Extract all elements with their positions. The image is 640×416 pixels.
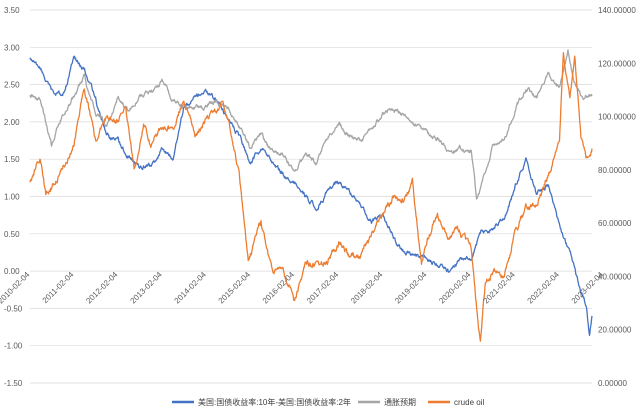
right-tick-label: 120.00000 (598, 59, 636, 68)
series-line-1 (29, 55, 593, 337)
left-tick-label: -1.50 (4, 379, 23, 388)
left-tick-label: 0.00 (4, 267, 20, 276)
left-tick-label: 3.50 (4, 6, 20, 15)
right-tick-label: 0.00000 (598, 379, 627, 388)
left-tick-label: -1.00 (4, 342, 23, 351)
right-tick-label: 80.00000 (598, 166, 632, 175)
left-tick-label: 2.00 (4, 118, 20, 127)
right-tick-label: 100.00000 (598, 113, 636, 122)
left-tick-label: -0.50 (4, 304, 23, 313)
legend-label: 通胀预期 (384, 397, 416, 407)
right-tick-label: 60.00000 (598, 219, 632, 228)
right-axis: 0.00000 20.00000 40.00000 60.00000 80.00000 1… (598, 6, 636, 388)
left-tick-label: 1.50 (4, 155, 20, 164)
series-layer (29, 49, 593, 342)
right-tick-label: 20.00000 (598, 326, 632, 335)
legend-label: 美国:国债收益率:10年-美国:国债收益率:2年 (198, 397, 351, 407)
left-tick-label: 2.50 (4, 81, 20, 90)
legend: 美国:国债收益率:10年-美国:国债收益率:2年 通胀预期 crude oil (172, 397, 484, 407)
left-tick-label: 3.00 (4, 43, 20, 52)
right-tick-label: 140.00000 (598, 6, 636, 15)
left-axis: -1.50 -1.00 -0.50 0.00 0.50 1.00 1.50 2.00 2.50 3… (4, 6, 23, 388)
legend-label: crude oil (454, 398, 484, 407)
right-tick-label: 40.00000 (598, 272, 632, 281)
left-tick-label: 0.50 (4, 230, 20, 239)
left-tick-label: 1.00 (4, 193, 20, 202)
series-line-3 (29, 51, 593, 342)
series-line-2 (29, 49, 593, 200)
gridlines (30, 9, 592, 384)
